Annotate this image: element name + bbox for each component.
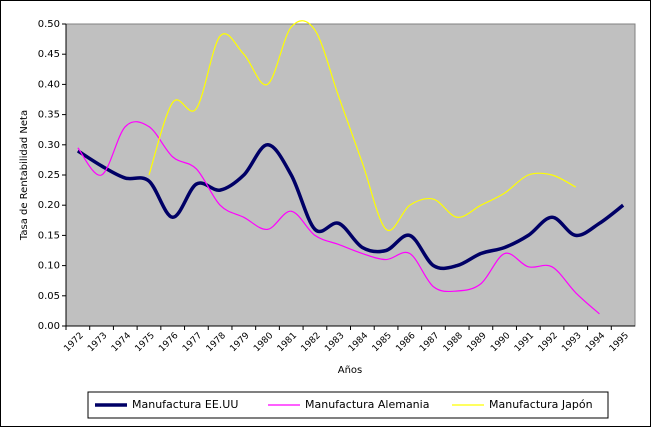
y-tick-label: 0.15 (38, 230, 60, 241)
legend-label: Manufactura Alemania (305, 398, 429, 411)
y-tick-label: 0.50 (38, 19, 60, 30)
y-tick-label: 0.10 (38, 261, 60, 272)
y-tick-label: 0.05 (38, 291, 60, 302)
legend-label: Manufactura EE.UU (132, 398, 238, 411)
y-tick-label: 0.40 (38, 79, 60, 90)
series-line (76, 143, 625, 271)
y-tick-label: 0.25 (38, 170, 60, 181)
series-line (148, 20, 577, 232)
y-tick-label: 0.30 (38, 140, 60, 151)
legend-label: Manufactura Japón (489, 398, 593, 411)
y-tick-label: 0.45 (38, 49, 60, 60)
y-tick-label: 0.00 (38, 321, 60, 332)
x-axis-label: Años (338, 365, 363, 376)
y-tick-label: 0.35 (38, 110, 60, 121)
series-line (77, 121, 600, 315)
y-axis-label: Tasa de Rentabilidad Neta (19, 110, 30, 241)
legend (87, 391, 609, 419)
plot-area (65, 23, 636, 327)
y-tick-label: 0.20 (38, 200, 60, 211)
